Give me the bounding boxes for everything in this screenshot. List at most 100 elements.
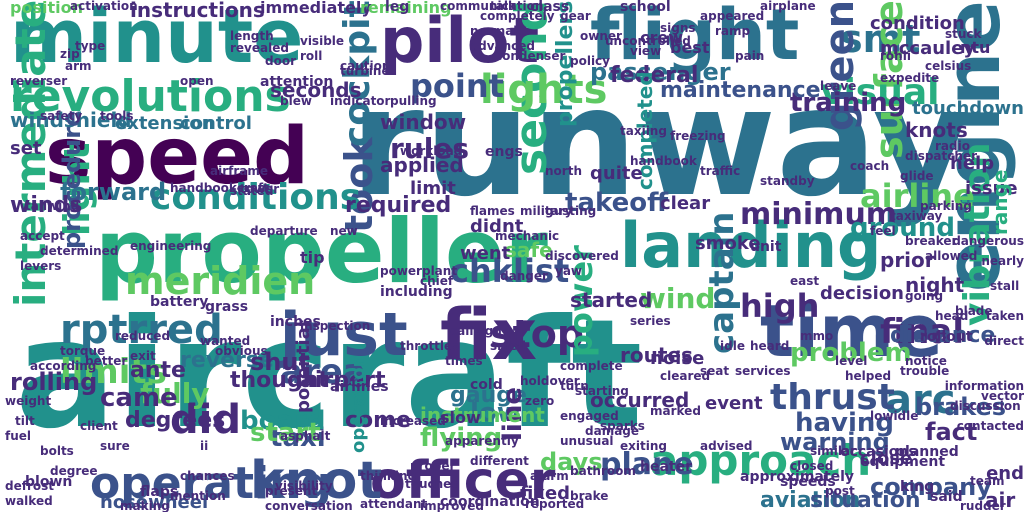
word-flying: flying <box>420 423 503 453</box>
word-thinking: thinking <box>360 469 417 483</box>
word-federal: federal <box>610 63 699 88</box>
word-throttles: throttles <box>400 339 460 353</box>
word-airport: airport <box>300 368 386 393</box>
word-condenser: condenser <box>495 49 566 63</box>
word-quite: quite <box>590 163 643 184</box>
word-shut: shut <box>250 348 310 376</box>
word-communication: communication <box>440 0 544 13</box>
word-going: going <box>905 289 944 303</box>
word-apparently: apparently <box>445 434 519 448</box>
word-nosewheel: nosewheel <box>100 492 209 512</box>
word-ground: ground <box>850 213 955 243</box>
word-handbook: handbook <box>630 154 697 168</box>
word-taxiway: taxiway <box>890 209 943 223</box>
word-trouble: trouble <box>900 364 950 378</box>
word-went: went <box>460 243 511 264</box>
word-touched: touched <box>405 477 460 491</box>
word-danger: danger <box>500 269 548 283</box>
word-rudder: rudder <box>960 499 1006 512</box>
word-airline: airline <box>860 177 975 215</box>
word-didnt: didnt <box>470 216 524 237</box>
word-vector: vector <box>981 389 1024 403</box>
word-glide: glide <box>900 169 934 183</box>
word-fuel: fuel <box>5 429 32 443</box>
word-nearly: nearly <box>981 254 1024 268</box>
word-runway: runway <box>350 56 971 230</box>
word-different: different <box>470 454 529 468</box>
word-officer: officer <box>370 451 556 511</box>
word-increased: increased <box>380 414 446 428</box>
word-activation: activation <box>70 0 138 13</box>
word-callsign: callsign <box>450 324 502 338</box>
word-limit: limit <box>410 178 456 199</box>
word-tilt: tilt <box>15 414 35 428</box>
word-accept: accept <box>20 229 65 243</box>
word-control: control <box>180 113 252 134</box>
word-knot: knot <box>250 451 383 511</box>
word-flames: flames <box>470 204 515 218</box>
word-taxiing: taxiing <box>620 124 667 138</box>
word-minimum: minimum <box>740 197 898 232</box>
word-minute: minute <box>10 0 304 80</box>
word-fixed: fixed <box>520 483 571 504</box>
word-high: high <box>740 287 820 325</box>
word-radio: radio <box>935 139 970 153</box>
word-series: series <box>630 314 671 328</box>
word-fix: fix <box>440 294 538 376</box>
word-zero: zero <box>525 394 555 408</box>
word-contacted: contacted <box>956 419 1024 433</box>
word-holdover: holdover <box>520 374 580 388</box>
word-feel: feel <box>870 224 896 238</box>
word-operation: operation <box>348 354 369 453</box>
word-mccauley: mccauley <box>880 38 976 59</box>
word-speed: speed <box>45 112 309 202</box>
word-degree: degree <box>50 464 98 478</box>
word-type: type <box>75 39 106 53</box>
word-propeller: propeller <box>95 200 548 303</box>
word-training: training <box>790 88 907 118</box>
word-conversation: conversation <box>265 499 353 512</box>
word-complete: complete <box>560 359 623 373</box>
word-turbine: turbine <box>340 64 390 78</box>
word-owner: owner <box>580 29 622 43</box>
word-advised: advised <box>700 439 753 453</box>
word-time: time <box>760 289 943 373</box>
word-indicator: indicator <box>330 94 391 108</box>
word-speeds: speeds <box>780 474 836 490</box>
word-coach: coach <box>850 159 890 173</box>
word-final: final <box>880 312 965 352</box>
word-grass: grass <box>205 299 249 315</box>
word-aviation: aviation <box>760 488 861 512</box>
word-new: new <box>330 224 358 238</box>
word-defrost: defrost <box>5 479 54 493</box>
word-rolling: rolling <box>10 368 98 396</box>
word-decision: decision <box>820 283 904 304</box>
word-conditions: conditions <box>150 177 362 218</box>
word-door: door <box>265 54 296 68</box>
word-engs: engs <box>485 144 523 160</box>
word-departure: departure <box>250 224 318 238</box>
word-ante: ante <box>130 358 186 383</box>
word-discovered: discovered <box>545 249 619 263</box>
word-airframe: airframe <box>210 164 269 178</box>
word-visible: visible <box>300 34 345 48</box>
word-seconds: seconds <box>270 78 362 102</box>
word-set: set <box>10 138 42 159</box>
word-plane: plane <box>600 447 694 482</box>
word-reported: reported <box>525 497 585 511</box>
word-approach: approach <box>650 436 872 485</box>
word-military: military <box>520 204 573 218</box>
word-visibility: visibility <box>275 479 333 493</box>
word-meridien: meridien <box>125 259 316 303</box>
word-completely: completely <box>480 9 555 23</box>
word-north: north <box>545 164 582 178</box>
word-occurred: occurred <box>590 388 690 412</box>
word-smt: smt <box>840 17 921 61</box>
word-mmo: mmo <box>800 329 834 343</box>
word-knots: knots <box>905 118 968 142</box>
word-blown: blown <box>25 474 73 490</box>
word-degrees: degrees <box>125 408 226 433</box>
word-school: school <box>620 0 671 15</box>
word-immediately: immediately <box>260 0 372 17</box>
word-allowed: allowed <box>925 249 978 263</box>
